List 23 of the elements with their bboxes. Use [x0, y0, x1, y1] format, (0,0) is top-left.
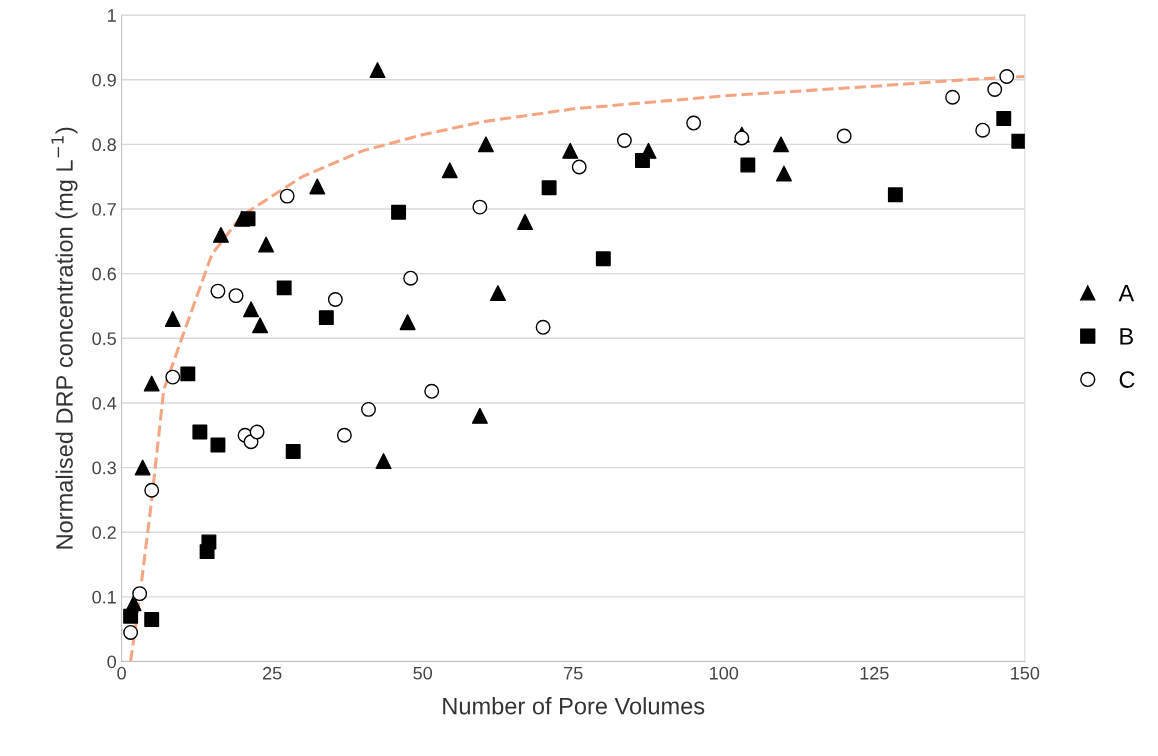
y-tick-label: 0.7 [92, 202, 116, 216]
x-tick-label: 125 [860, 666, 889, 680]
x-tick-label: 0 [117, 666, 126, 680]
legend-label: B [1120, 328, 1133, 345]
y-tick-label: 0.9 [92, 73, 116, 87]
y-tick-label: 1 [108, 9, 116, 22]
y-tick-label: 0 [107, 655, 117, 669]
y-tick-label: 0.2 [92, 526, 116, 539]
legend-label: C [1119, 371, 1135, 388]
x-tick-label: 75 [564, 667, 583, 680]
y-tick-label: 0.3 [92, 461, 116, 475]
x-axis-title: Number of Pore Volumes [443, 697, 705, 715]
x-tick-label: 50 [413, 666, 433, 680]
x-tick-label: 150 [1011, 666, 1040, 680]
y-tick-label: 0.6 [92, 267, 116, 281]
x-tick-label: 100 [710, 666, 739, 680]
y-tick-label: 0.8 [92, 138, 116, 152]
y-tick-label: 0.4 [92, 396, 117, 410]
legend-label: A [1118, 284, 1135, 302]
y-tick-label: 0.1 [92, 590, 116, 604]
y-axis-title: Normalised DRP concentration (mg L$^{−1}$) [51, 127, 78, 549]
x-tick-label: 25 [263, 666, 282, 680]
y-tick-label: 0.5 [92, 332, 116, 346]
